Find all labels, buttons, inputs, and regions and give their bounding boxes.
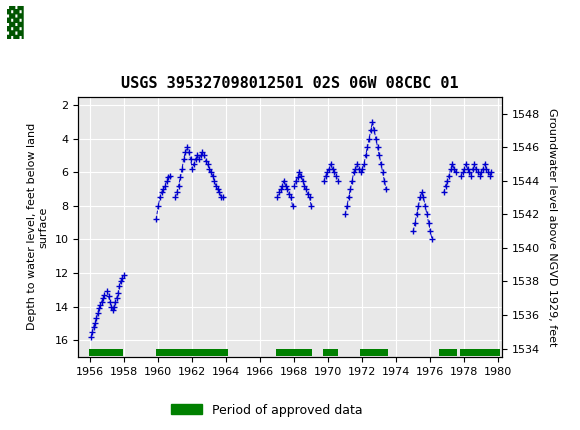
Bar — [89, 349, 122, 356]
Bar — [460, 349, 500, 356]
Y-axis label: Groundwater level above NGVD 1929, feet: Groundwater level above NGVD 1929, feet — [546, 108, 557, 346]
Text: USGS: USGS — [32, 14, 87, 31]
Bar — [3, 2, 55, 43]
Text: ▓: ▓ — [7, 6, 24, 39]
Legend: Period of approved data: Period of approved data — [166, 399, 368, 421]
Bar — [276, 349, 312, 356]
Bar — [360, 349, 388, 356]
Bar — [155, 349, 228, 356]
Bar — [439, 349, 458, 356]
Bar — [323, 349, 339, 356]
Y-axis label: Depth to water level, feet below land
surface: Depth to water level, feet below land su… — [27, 123, 49, 330]
Title: USGS 395327098012501 02S 06W 08CBC 01: USGS 395327098012501 02S 06W 08CBC 01 — [121, 77, 459, 92]
